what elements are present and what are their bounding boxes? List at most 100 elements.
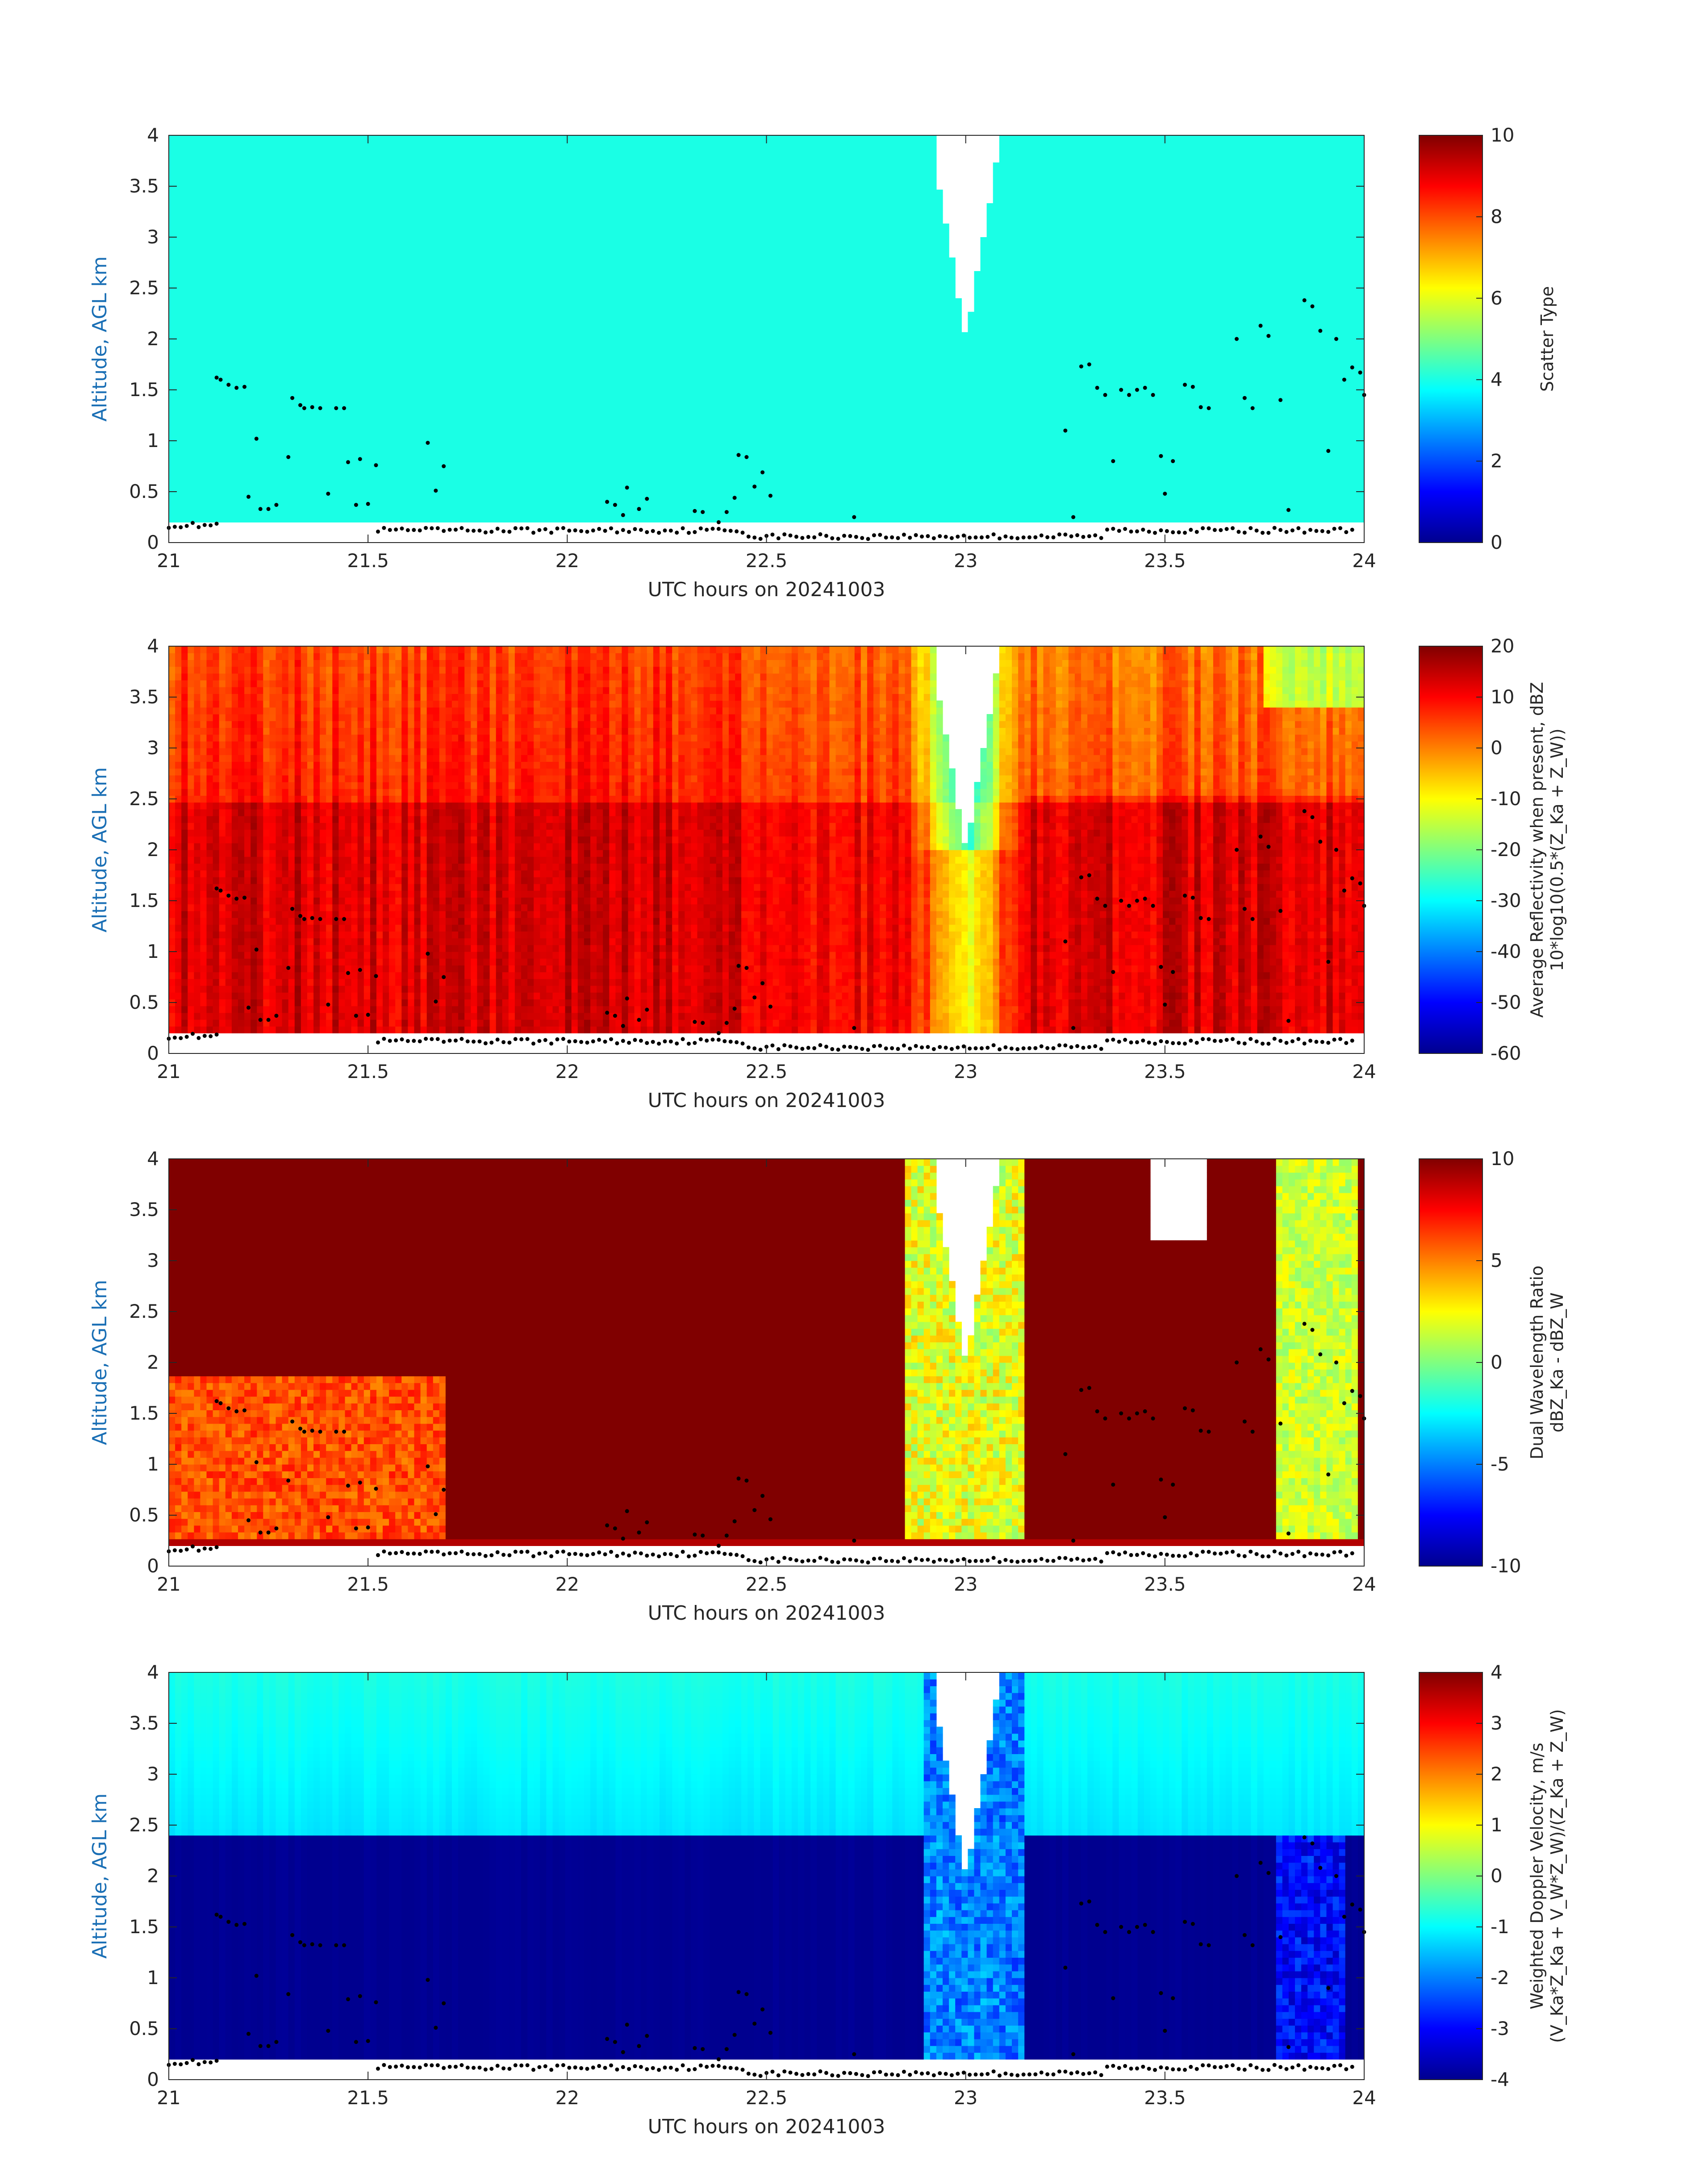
heatmap-cell [376,210,383,217]
heatmap-cell [244,502,251,509]
heatmap-cell [408,434,414,441]
heatmap-cell [509,515,515,522]
heatmap-cell [175,298,182,305]
heatmap-cell [446,400,452,407]
heatmap-cell [251,156,257,163]
heatmap-cell [269,318,276,326]
heatmap-cell [194,142,200,149]
heatmap-cell [351,196,358,204]
heatmap-cell [358,434,364,441]
heatmap-cell [546,373,553,380]
heatmap-cell [603,176,610,183]
heatmap-cell [200,169,207,176]
heatmap-cell [446,224,452,231]
heatmap-cell [678,318,685,326]
heatmap-cell [672,515,679,522]
heatmap-cell [521,176,528,183]
heatmap-cell [647,339,654,346]
heatmap-cell [534,332,540,339]
heatmap-cell [332,224,339,231]
heatmap-cell [395,230,402,238]
heatmap-cell [401,278,408,285]
heatmap-cell [615,488,622,495]
heatmap-cell [226,393,232,401]
heatmap-cell [213,142,220,149]
heatmap-cell [641,515,647,522]
heatmap-cell [672,380,679,387]
heatmap-cell [653,366,660,373]
heatmap-cell [628,427,635,435]
heatmap-cell [383,210,389,217]
heatmap-cell [427,502,434,509]
heatmap-cell [559,475,566,482]
heatmap-cell [326,305,333,312]
heatmap-cell [427,461,434,468]
heatmap-cell [244,237,251,244]
heatmap-cell [238,196,245,204]
heatmap-cell [578,386,585,393]
heatmap-cell [635,237,641,244]
heatmap-cell [622,359,628,367]
heatmap-cell [345,495,352,502]
heatmap-cell [615,142,622,149]
heatmap-cell [288,251,295,258]
heatmap-cell [401,258,408,265]
heatmap-cell [527,224,534,231]
heatmap-cell [559,271,566,278]
heatmap-cell [433,298,440,305]
heatmap-cell [288,475,295,482]
heatmap-cell [207,312,213,319]
heatmap-cell [282,224,289,231]
heatmap-cell [635,380,641,387]
heatmap-cell [540,183,547,190]
heatmap-cell [559,135,566,142]
heatmap-cell [439,163,446,170]
heatmap-cell [464,481,471,489]
heatmap-cell [194,210,200,217]
heatmap-cell [672,441,679,448]
heatmap-cell [439,481,446,489]
heatmap-cell [559,515,566,522]
heatmap-cell [572,359,578,367]
heatmap-cell [226,163,232,170]
heatmap-cell [244,292,251,299]
heatmap-cell [628,346,635,353]
heatmap-cell [622,135,628,142]
heatmap-cell [496,149,503,156]
heatmap-cell [263,217,270,224]
heatmap-cell [572,407,578,414]
heatmap-cell [433,427,440,435]
heatmap-cell [288,380,295,387]
heatmap-cell [685,271,691,278]
heatmap-cell [697,332,704,339]
heatmap-cell [540,495,547,502]
heatmap-cell [527,427,534,435]
heatmap-cell [641,318,647,326]
heatmap-cell [175,312,182,319]
heatmap-cell [219,230,226,238]
heatmap-cell [590,393,597,401]
heatmap-cell [660,502,666,509]
heatmap-cell [446,434,452,441]
heatmap-cell [207,420,213,427]
heatmap-cell [338,271,345,278]
heatmap-cell [615,264,622,272]
heatmap-cell [590,237,597,244]
heatmap-cell [685,284,691,292]
heatmap-cell [269,495,276,502]
heatmap-cell [597,298,603,305]
heatmap-cell [502,278,509,285]
heatmap-cell [710,203,717,210]
heatmap-cell [578,454,585,461]
heatmap-cell [427,217,434,224]
heatmap-cell [710,373,717,380]
heatmap-cell [401,142,408,149]
heatmap-cell [313,203,320,210]
heatmap-cell [421,284,427,292]
heatmap-cell [364,515,371,522]
heatmap-cell [572,400,578,407]
heatmap-cell [660,454,666,461]
heatmap-cell [641,468,647,475]
heatmap-cell [647,468,654,475]
heatmap-cell [408,359,414,367]
